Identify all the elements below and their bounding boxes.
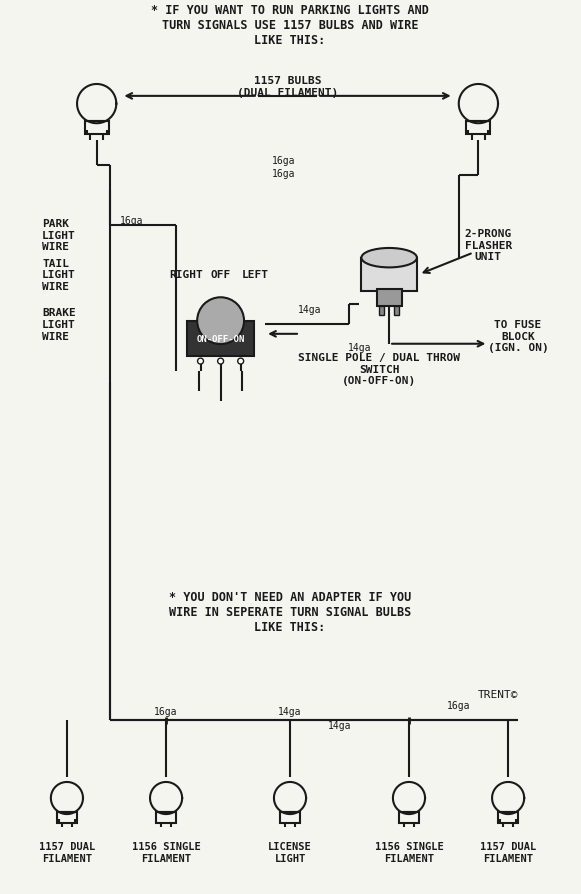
Text: 14ga: 14ga (347, 342, 371, 352)
Text: 1157 DUAL
FILAMENT: 1157 DUAL FILAMENT (480, 841, 536, 863)
Circle shape (218, 358, 224, 365)
Text: 16ga: 16ga (272, 156, 296, 166)
Bar (280, 813, 300, 823)
Text: * YOU DON'T NEED AN ADAPTER IF YOU
WIRE IN SEPERATE TURN SIGNAL BULBS
LIKE THIS:: * YOU DON'T NEED AN ADAPTER IF YOU WIRE … (169, 590, 411, 633)
Text: ON-OFF-ON: ON-OFF-ON (196, 334, 245, 343)
Text: 1157 BULBS
(DUAL FILAMENT): 1157 BULBS (DUAL FILAMENT) (237, 76, 338, 97)
Text: BRAKE
LIGHT
WIRE: BRAKE LIGHT WIRE (42, 308, 76, 342)
Bar (85, 122, 109, 135)
Text: TAIL
LIGHT
WIRE: TAIL LIGHT WIRE (42, 258, 76, 291)
Text: 16ga: 16ga (272, 169, 296, 179)
Text: 14ga: 14ga (328, 721, 352, 730)
Text: LEFT: LEFT (242, 270, 269, 280)
Bar (156, 813, 176, 823)
Bar (361, 258, 417, 291)
Circle shape (198, 358, 203, 365)
Bar (467, 122, 490, 135)
Text: OFF: OFF (210, 270, 231, 280)
Text: 14ga: 14ga (298, 305, 322, 315)
Text: PARK
LIGHT
WIRE: PARK LIGHT WIRE (42, 219, 76, 252)
Bar (57, 813, 77, 823)
Text: LICENSE
LIGHT: LICENSE LIGHT (268, 841, 312, 863)
Text: 16ga: 16ga (447, 700, 470, 710)
Text: RIGHT: RIGHT (169, 270, 203, 280)
Text: * IF YOU WANT TO RUN PARKING LIGHTS AND
TURN SIGNALS USE 1157 BULBS AND WIRE
LIK: * IF YOU WANT TO RUN PARKING LIGHTS AND … (151, 4, 429, 46)
Bar (376, 290, 401, 307)
Text: 1156 SINGLE
FILAMENT: 1156 SINGLE FILAMENT (375, 841, 443, 863)
Text: 16ga: 16ga (120, 215, 143, 225)
Text: 14ga: 14ga (278, 705, 302, 716)
Bar (399, 813, 419, 823)
Bar (379, 307, 385, 316)
Text: TO FUSE
BLOCK
(IGN. ON): TO FUSE BLOCK (IGN. ON) (487, 320, 548, 353)
Text: TRENT©: TRENT© (478, 689, 518, 699)
Text: 2-PRONG
FLASHER
UNIT: 2-PRONG FLASHER UNIT (465, 229, 512, 262)
Text: SINGLE POLE / DUAL THROW
SWITCH
(ON-OFF-ON): SINGLE POLE / DUAL THROW SWITCH (ON-OFF-… (298, 352, 460, 385)
Text: 1157 DUAL
FILAMENT: 1157 DUAL FILAMENT (39, 841, 95, 863)
Circle shape (238, 358, 243, 365)
Text: 16ga: 16ga (155, 705, 178, 716)
Ellipse shape (361, 249, 417, 268)
Bar (394, 307, 399, 316)
Circle shape (197, 298, 244, 345)
Bar (187, 321, 254, 357)
Bar (498, 813, 518, 823)
Text: 1156 SINGLE
FILAMENT: 1156 SINGLE FILAMENT (132, 841, 200, 863)
